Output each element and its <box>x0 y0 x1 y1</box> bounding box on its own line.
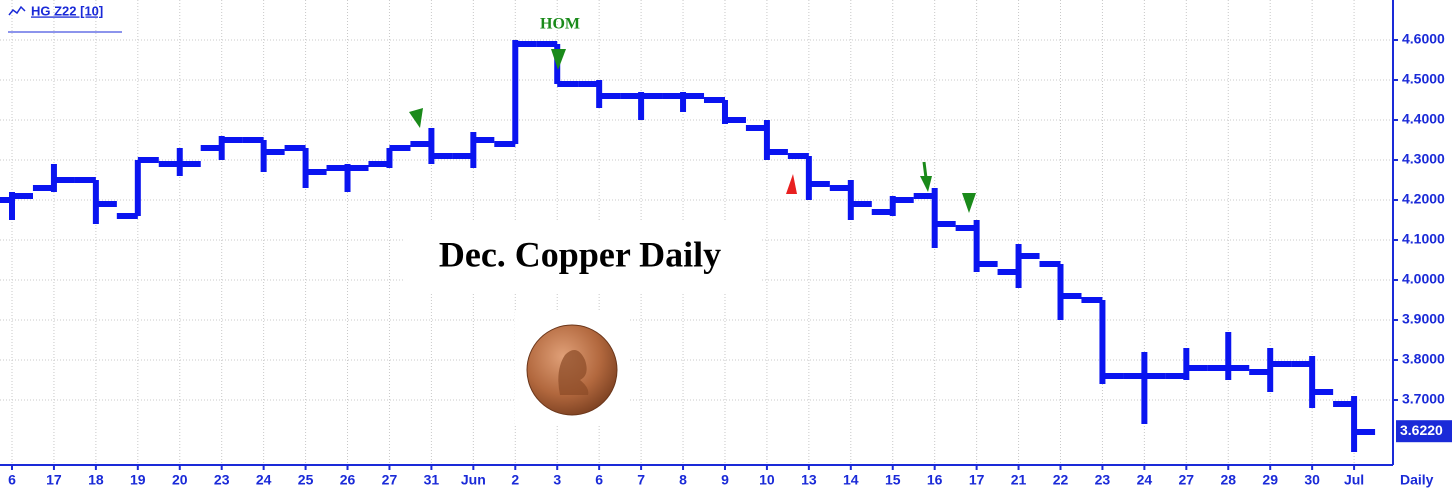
last-price-box <box>1396 420 1452 443</box>
x-tick-label: 16 <box>927 472 943 488</box>
x-tick-label: 9 <box>721 472 729 488</box>
x-tick-label: 17 <box>46 472 62 488</box>
x-tick-label: 10 <box>759 472 775 488</box>
x-tick-label: 13 <box>801 472 817 488</box>
signal-arrow <box>920 176 932 192</box>
last-price-label: 3.6220 <box>1400 422 1443 438</box>
penny-profile <box>558 350 589 395</box>
y-tick-label: 4.3000 <box>1402 151 1445 167</box>
x-tick-label: 28 <box>1220 472 1236 488</box>
x-tick-label: 23 <box>1095 472 1111 488</box>
x-tick-label: 6 <box>595 472 603 488</box>
x-tick-label: 6 <box>8 472 16 488</box>
signal-arrow-stem <box>922 161 928 179</box>
signal-arrow <box>786 174 797 194</box>
period-label: Daily <box>1400 472 1434 488</box>
signal-arrow <box>962 193 976 213</box>
y-tick-label: 4.5000 <box>1402 71 1445 87</box>
x-tick-label: 15 <box>885 472 901 488</box>
x-tick-label: 24 <box>1137 472 1153 488</box>
y-tick-label: 4.4000 <box>1402 111 1445 127</box>
y-tick-label: 3.9000 <box>1402 311 1445 327</box>
x-tick-label: Jun <box>461 472 486 488</box>
bars <box>0 40 1376 452</box>
x-tick-label: 21 <box>1011 472 1027 488</box>
chart-title: Dec. Copper Daily <box>439 234 721 274</box>
x-tick-label: 26 <box>340 472 356 488</box>
x-tick-label: 18 <box>88 472 104 488</box>
x-tick-label: 31 <box>424 472 440 488</box>
annotation: HOM <box>540 16 580 33</box>
signal-arrow <box>551 49 566 70</box>
x-tick-label: 23 <box>214 472 230 488</box>
x-tick-label: 22 <box>1053 472 1069 488</box>
x-tick-label: 24 <box>256 472 272 488</box>
y-tick-label: 3.7000 <box>1402 391 1445 407</box>
signal-arrow <box>409 108 423 128</box>
x-tick-label: 30 <box>1304 472 1320 488</box>
y-tick-label: 4.1000 <box>1402 231 1445 247</box>
x-tick-label: 7 <box>637 472 645 488</box>
title-backdrop <box>405 222 760 292</box>
y-tick-label: 4.0000 <box>1402 271 1445 287</box>
x-tick-label: 29 <box>1262 472 1278 488</box>
y-tick-label: 4.6000 <box>1402 31 1445 47</box>
y-tick-label: 3.8000 <box>1402 351 1445 367</box>
x-tick-label: 19 <box>130 472 146 488</box>
x-tick-label: 25 <box>298 472 314 488</box>
x-tick-label: 17 <box>969 472 985 488</box>
y-tick-label: 4.2000 <box>1402 191 1445 207</box>
ticker-icon <box>8 5 26 16</box>
x-tick-label: 14 <box>843 472 859 488</box>
x-tick-label: 8 <box>679 472 687 488</box>
x-tick-label: 27 <box>1179 472 1195 488</box>
x-tick-label: 20 <box>172 472 188 488</box>
x-tick-label: 27 <box>382 472 398 488</box>
x-tick-label: 3 <box>553 472 561 488</box>
x-tick-label: Jul <box>1344 472 1364 488</box>
ticker-label[interactable]: HG Z22 [10] <box>31 3 103 18</box>
x-tick-label: 2 <box>511 472 519 488</box>
